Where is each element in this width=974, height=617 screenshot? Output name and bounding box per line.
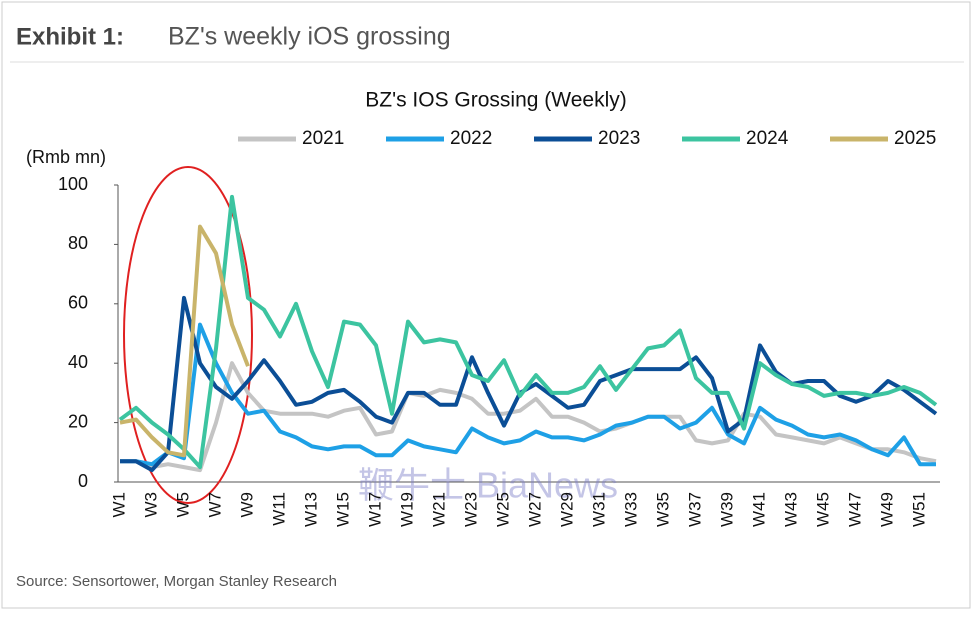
legend-label: 2022 <box>450 128 492 149</box>
y-tick-label: 40 <box>68 352 88 372</box>
x-tick-label: W17 <box>365 492 384 527</box>
exhibit-label: Exhibit 1: <box>16 23 124 50</box>
x-tick-label: W33 <box>621 492 640 527</box>
x-tick-label: W49 <box>877 492 896 527</box>
source: Source: Sensortower, Morgan Stanley Rese… <box>16 573 337 590</box>
x-tick-label: W29 <box>557 492 576 527</box>
legend-label: 2021 <box>302 128 344 149</box>
series-line <box>119 224 250 458</box>
x-tick-label: W51 <box>909 492 928 527</box>
x-tick-label: W11 <box>269 492 288 526</box>
series-line <box>120 361 937 473</box>
y-tick-label: 20 <box>68 411 88 431</box>
legend-label: 2024 <box>746 128 789 149</box>
x-tick-label: W5 <box>173 492 192 518</box>
x-tick-label: W27 <box>525 492 544 527</box>
y-tick-label: 80 <box>68 233 88 253</box>
x-tick-label: W41 <box>749 492 768 527</box>
x-tick-label: W21 <box>429 492 448 527</box>
y-tick-label: 0 <box>78 471 88 491</box>
exhibit-title: BZ's weekly iOS grossing <box>168 23 451 51</box>
x-tick-label: W9 <box>237 492 256 518</box>
y-tick-label: 100 <box>58 174 88 194</box>
x-tick-label: W39 <box>717 492 736 527</box>
series-line <box>118 194 938 470</box>
series-line <box>120 322 936 467</box>
x-tick-label: W13 <box>301 492 320 527</box>
chart-title: BZ's IOS Grossing (Weekly) <box>365 89 627 112</box>
x-tick-label: W25 <box>493 492 512 527</box>
y-axis-label: (Rmb mn) <box>26 147 106 167</box>
x-tick-label: W31 <box>589 492 608 527</box>
watermark: 鞭牛士 BiaNews <box>358 465 618 506</box>
x-tick-label: W23 <box>461 492 480 527</box>
x-tick-label: W37 <box>685 492 704 527</box>
x-tick-label: W45 <box>813 492 832 527</box>
x-tick-label: W1 <box>109 492 128 518</box>
x-tick-label: W7 <box>205 492 224 518</box>
legend-label: 2023 <box>598 128 640 149</box>
x-tick-label: W43 <box>781 492 800 527</box>
highlight-ellipse <box>123 166 253 504</box>
x-tick-label: W19 <box>397 492 416 527</box>
legend-label: 2025 <box>894 128 936 149</box>
y-tick-label: 60 <box>68 293 88 313</box>
x-tick-label: W47 <box>845 492 864 527</box>
x-tick-label: W3 <box>141 492 160 518</box>
x-tick-label: W35 <box>653 492 672 527</box>
x-tick-label: W15 <box>333 492 352 527</box>
